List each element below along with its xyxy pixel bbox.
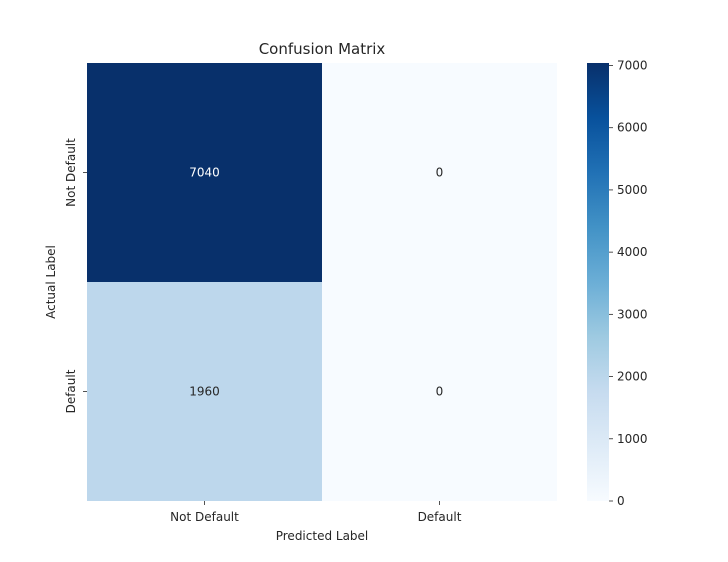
y-axis: Not Default Default (64, 138, 87, 413)
heatmap-cell (322, 282, 557, 501)
colorbar-tick-label: 3000 (617, 307, 648, 321)
cell-value-label: 7040 (189, 166, 220, 180)
heatmap-cell (322, 63, 557, 282)
heatmap-cell (87, 282, 322, 501)
x-tick-label: Not Default (170, 510, 239, 524)
colorbar-gradient (587, 63, 609, 501)
colorbar: 0 1000 2000 3000 4000 5000 6000 7000 (587, 58, 648, 508)
colorbar-tick-label: 7000 (617, 58, 648, 72)
cell-value-label: 0 (436, 166, 444, 180)
colorbar-tick-label: 2000 (617, 370, 648, 384)
colorbar-tick-label: 1000 (617, 432, 648, 446)
chart-title: Confusion Matrix (259, 40, 386, 58)
y-tick-label: Not Default (64, 138, 78, 207)
colorbar-tick-label: 6000 (617, 121, 648, 135)
heatmap-cells: 7040 0 1960 0 (87, 63, 557, 501)
heatmap-cell (87, 63, 322, 282)
x-axis: Not Default Default (170, 501, 462, 524)
x-tick-label: Default (418, 510, 462, 524)
y-axis-label: Actual Label (44, 245, 58, 319)
x-axis-label: Predicted Label (276, 529, 369, 543)
colorbar-tick-label: 5000 (617, 183, 648, 197)
colorbar-tick-label: 0 (617, 494, 625, 508)
colorbar-tick-label: 4000 (617, 245, 648, 259)
y-tick-label: Default (64, 369, 78, 413)
cell-value-label: 0 (436, 385, 444, 399)
cell-value-label: 1960 (189, 385, 220, 399)
